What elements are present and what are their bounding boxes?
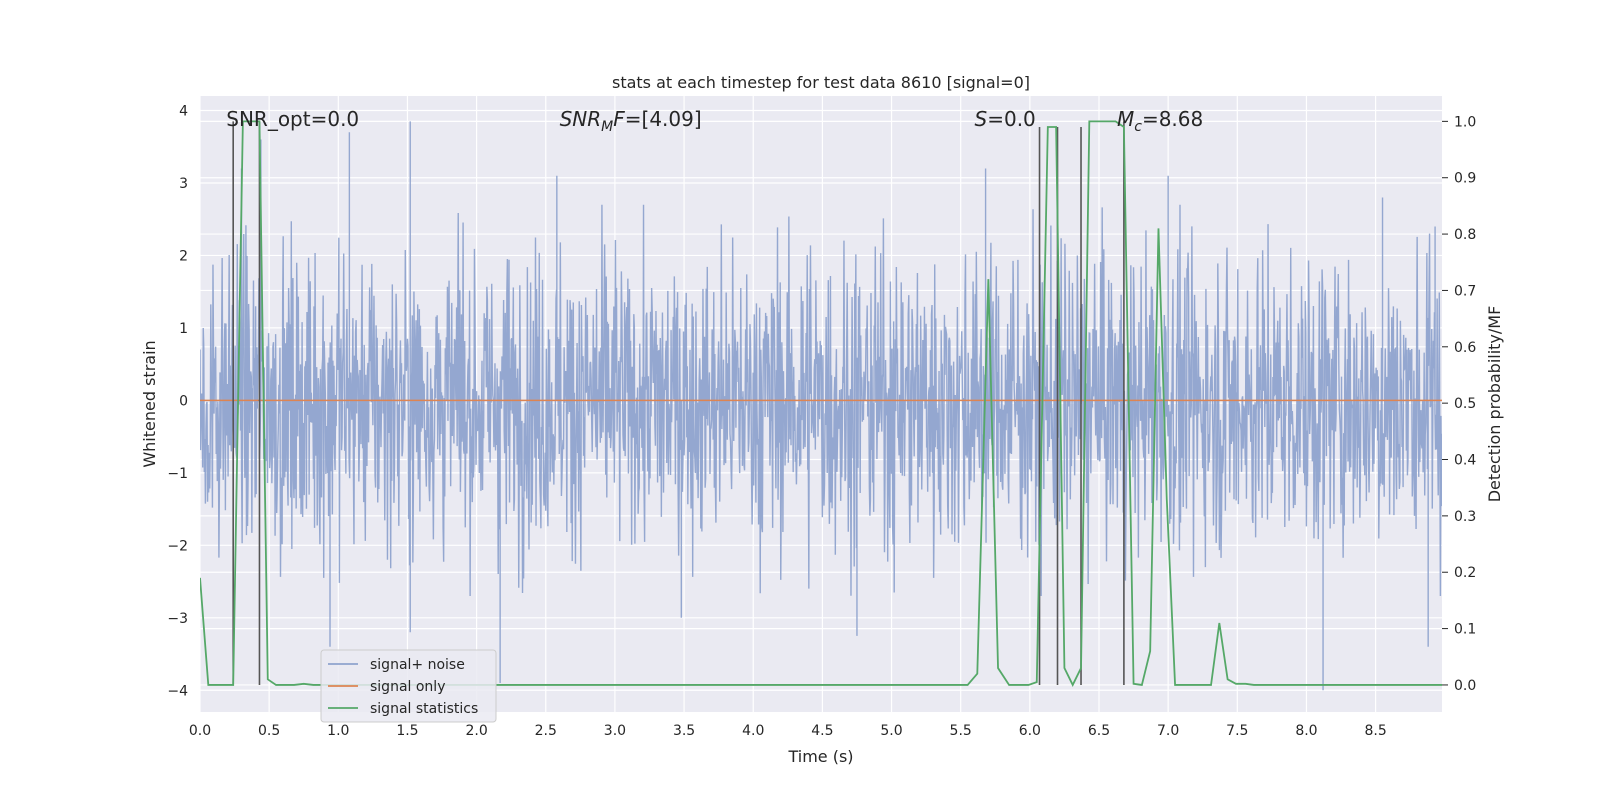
y-tick-label: 2 (179, 248, 188, 264)
snr-mf-annotation: SNRMF=[4.09] (560, 107, 702, 135)
x-tick-label: 2.0 (465, 723, 487, 739)
x-tick-labels: 0.0 0.5 1.0 1.5 2.0 2.5 3.0 3.5 4.0 4.5 5.0 5.5 6.0 6… (189, 723, 1387, 739)
x-tick-label: 0.5 (258, 723, 280, 739)
signal-statistics-series (200, 120, 1442, 687)
legend-label-signal-only: signal only (370, 679, 445, 695)
x-tick-label: 1.0 (327, 723, 349, 739)
legend-label-signal-statistics: signal statistics (370, 701, 478, 717)
y2-tick-label: 1.0 (1454, 114, 1476, 130)
y2-tick-label: 0.0 (1454, 678, 1476, 694)
y-tick-label: 1 (179, 321, 188, 337)
x-tick-label: 7.5 (1226, 723, 1248, 739)
y-axis-label: Whitened strain (140, 340, 159, 467)
y-tick-label: 4 (179, 103, 188, 119)
y-tick-label: −2 (167, 538, 188, 554)
x-axis-label: Time (s) (787, 747, 853, 766)
signal-noise-series (200, 121, 1442, 691)
y2-tick-label: 0.8 (1454, 227, 1476, 243)
x-tick-label: 0.0 (189, 723, 211, 739)
legend-box (320, 649, 497, 723)
x-tick-label: 5.5 (950, 723, 972, 739)
y-tick-label: −3 (167, 611, 188, 627)
chart-title: stats at each timestep for test data 861… (612, 73, 1030, 92)
x-tick-label: 3.0 (604, 723, 626, 739)
y2-tick-label: 0.2 (1454, 565, 1476, 581)
y-tick-labels: 4 3 2 1 0 −1 −2 −3 −4 (167, 103, 188, 699)
y-tick-label: 3 (179, 176, 188, 192)
y2-tick-label: 0.6 (1454, 340, 1476, 356)
legend: signal+ noise signal only signal statist… (320, 649, 497, 723)
x-tick-label: 8.5 (1364, 723, 1386, 739)
x-tick-label: 7.0 (1157, 723, 1179, 739)
x-tick-label: 6.5 (1088, 723, 1110, 739)
y2-tick-label: 0.5 (1454, 396, 1476, 412)
annotations: SNR_opt=0.0 SNRMF=[4.09] S=0.0 Mc=8.68 (226, 107, 1203, 135)
x-tick-label: 6.0 (1019, 723, 1041, 739)
x-tick-label: 2.5 (535, 723, 557, 739)
y-tick-label: −1 (167, 466, 188, 482)
y2-tick-label: 0.3 (1454, 509, 1476, 525)
s-annotation: S=0.0 (975, 107, 1036, 131)
y2-tick-label: 0.7 (1454, 283, 1476, 299)
y2-tick-label: 0.4 (1454, 453, 1476, 469)
x-tick-label: 1.5 (396, 723, 418, 739)
y2-tick-labels: 1.0 0.9 0.8 0.7 0.6 0.5 0.4 0.3 0.2 0.1 0.0 (1454, 114, 1476, 694)
x-tick-label: 4.5 (811, 723, 833, 739)
snr-opt-annotation: SNR_opt=0.0 (226, 107, 359, 131)
x-tick-label: 4.0 (742, 723, 764, 739)
mc-annotation: Mc=8.68 (1117, 107, 1203, 135)
x-tick-label: 5.0 (880, 723, 902, 739)
x-tick-label: 3.5 (673, 723, 695, 739)
y2-axis-label: Detection probability/MF (1485, 306, 1504, 503)
y2-tick-label: 0.9 (1454, 171, 1476, 187)
y-tick-label: −4 (167, 683, 188, 699)
y-tick-label: 0 (179, 393, 188, 409)
legend-label-signal-noise: signal+ noise (370, 657, 465, 673)
y-gridlines (200, 109, 1442, 691)
y2-tick-label: 0.1 (1454, 622, 1476, 638)
x-tick-label: 8.0 (1295, 723, 1317, 739)
